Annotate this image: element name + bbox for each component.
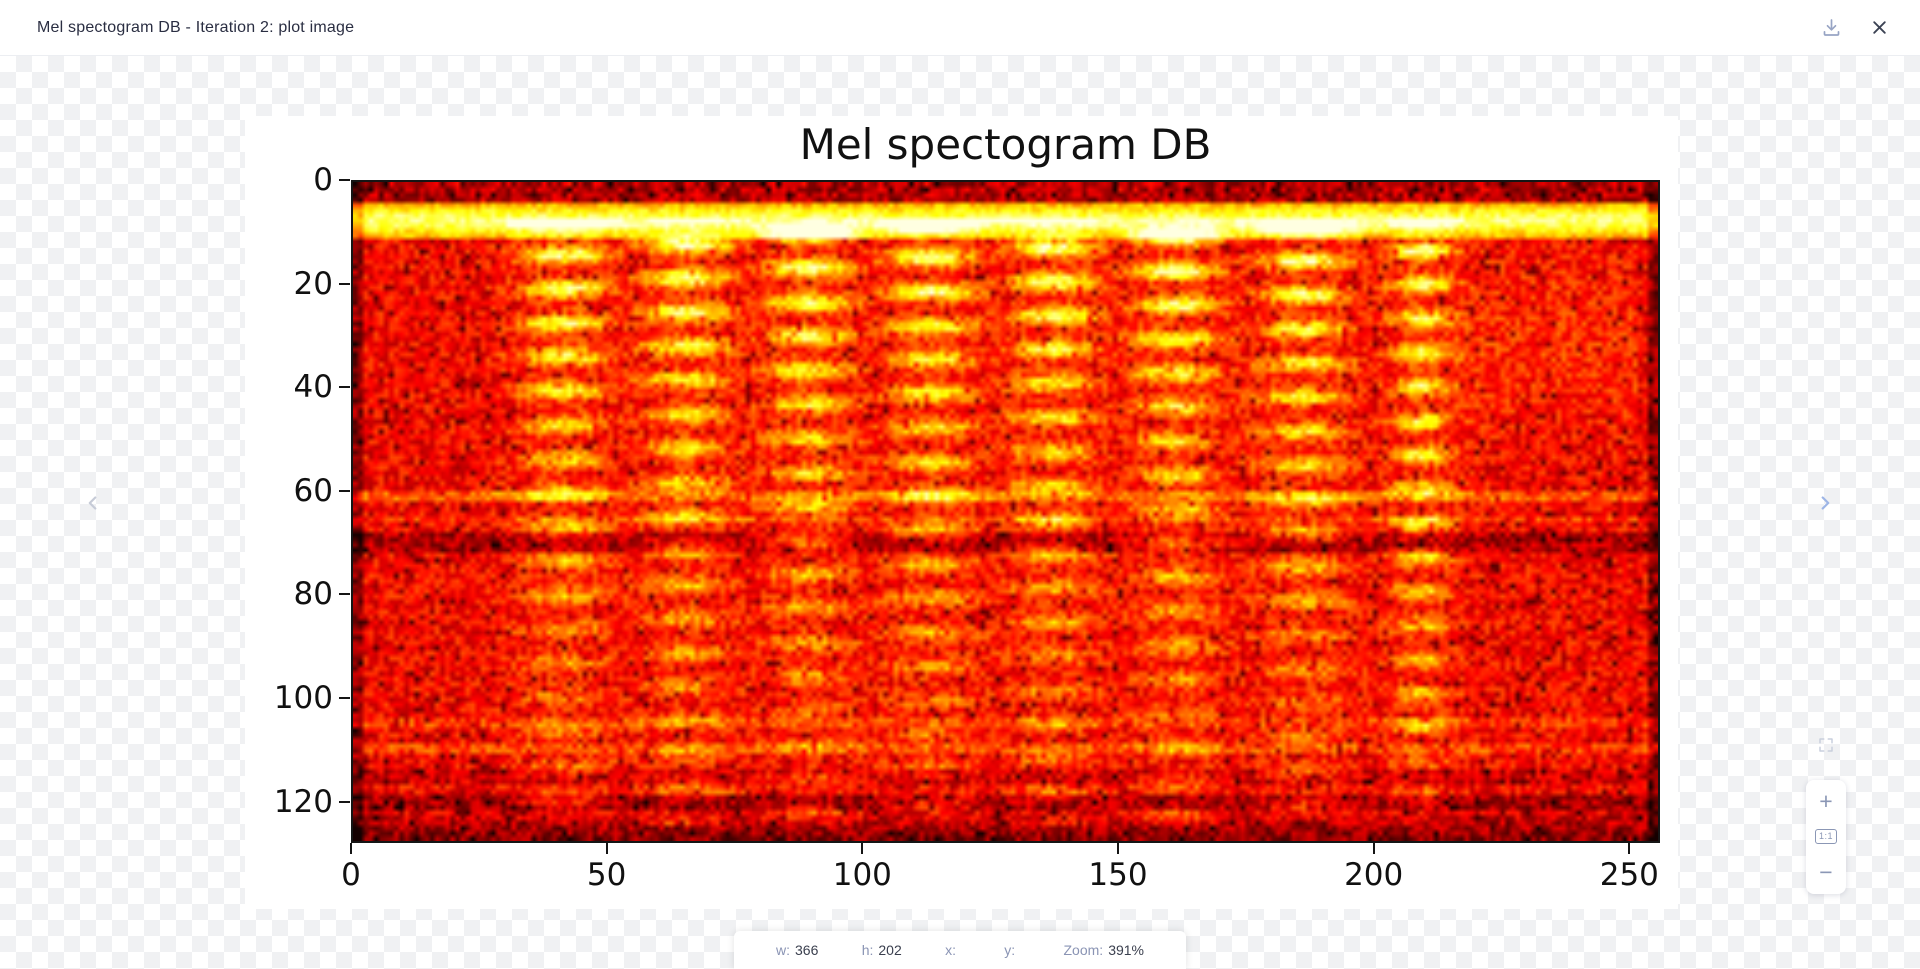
x-tick-mark [1628,843,1631,854]
status-width: w: 366 [776,942,818,958]
download-button[interactable] [1816,13,1846,43]
zoom-value: 391% [1108,942,1144,958]
x-label: x: [945,942,956,958]
viewer-header: Mel spectogram DB - Iteration 2: plot im… [0,0,1920,56]
y-tick-label: 60 [293,472,333,509]
y-tick-mark [339,489,350,492]
x-tick-label: 150 [1088,857,1148,893]
actual-size-button[interactable]: 1:1 [1811,822,1841,852]
height-value: 202 [878,942,902,958]
x-tick-mark [1372,843,1375,854]
y-tick-mark [339,282,350,285]
width-value: 366 [795,942,819,958]
zoom-controls: + 1:1 − [1806,780,1846,894]
statusbar: w: 366 h: 202 x: y: Zoom: 391% [734,931,1186,969]
header-actions [1816,13,1894,43]
chevron-left-icon [88,496,97,510]
x-tick-label: 200 [1344,857,1404,893]
x-tick-mark [350,843,352,854]
height-label: h: [861,942,874,958]
x-tick-label: 50 [586,857,627,893]
prev-image-button[interactable] [74,484,112,522]
status-height: h: 202 [862,942,902,958]
y-tick-label: 120 [273,783,333,820]
x-tick-mark [1116,843,1119,854]
close-button[interactable] [1864,13,1894,43]
x-tick-label: 0 [341,857,361,893]
y-tick-label: 100 [273,679,333,716]
y-tick-label: 0 [313,162,333,198]
one-to-one-label: 1:1 [1818,831,1833,842]
x-tick-mark [605,843,608,854]
x-tick-label: 250 [1599,857,1659,893]
fullscreen-button[interactable] [1808,727,1844,763]
y-tick-mark [339,386,350,389]
y-tick-mark [339,593,350,596]
viewer-title: Mel spectogram DB - Iteration 2: plot im… [37,18,355,36]
plus-icon: + [1819,788,1833,815]
status-y: y: [1004,942,1020,958]
zoom-in-button[interactable]: + [1811,787,1841,817]
minus-icon: − [1819,858,1833,885]
zoom-out-button[interactable]: − [1811,857,1841,887]
y-tick-label: 80 [293,576,333,613]
width-label: w: [776,942,790,958]
next-image-button[interactable] [1806,484,1844,522]
one-to-one-icon: 1:1 [1814,829,1837,845]
plot-figure: Mel spectogram DB 0 20 40 60 80 100 120 0 50 100 1… [245,116,1678,909]
expand-icon [1819,738,1833,752]
y-tick-mark [339,696,350,699]
image-viewer-area: Mel spectogram DB 0 20 40 60 80 100 120 0 50 100 1… [0,56,1920,969]
x-tick-mark [861,843,864,854]
plot-title: Mel spectogram DB [799,120,1212,169]
download-icon [1823,19,1839,36]
y-tick-mark [339,800,350,803]
status-x: x: [945,942,961,958]
close-icon [1872,21,1886,34]
chevron-right-icon [1821,496,1830,510]
plot-axes [351,180,1660,843]
x-tick-label: 100 [832,857,892,893]
spectrogram-heatmap [353,182,1658,841]
y-tick-mark [339,179,350,181]
y-label: y: [1004,942,1016,958]
y-tick-label: 20 [293,265,333,302]
zoom-label: Zoom: [1063,942,1104,958]
status-zoom: Zoom: 391% [1064,942,1145,958]
y-tick-label: 40 [293,369,333,406]
